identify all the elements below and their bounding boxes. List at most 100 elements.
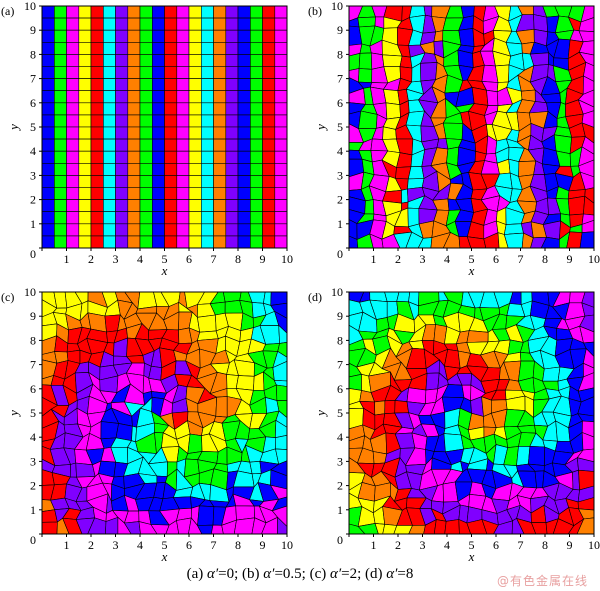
grain-cell <box>369 233 384 248</box>
x-tick-label: 6 <box>186 538 192 552</box>
grain-cell <box>42 102 55 116</box>
grain-cell <box>466 330 489 343</box>
grain-cell <box>78 66 92 79</box>
grain-cell <box>103 199 116 212</box>
grain-cell <box>581 292 594 308</box>
x-tick-label: 7 <box>211 252 217 266</box>
grain-cell <box>225 29 239 43</box>
grain-cell <box>176 78 190 91</box>
grain-cell <box>53 235 67 248</box>
grain-cell <box>66 235 80 248</box>
grain-cell <box>272 350 287 369</box>
grain-cell <box>176 175 190 188</box>
grain-cell <box>443 433 464 453</box>
grain-cell <box>225 41 239 55</box>
grain-cell <box>542 366 561 382</box>
grain-cell <box>250 41 263 55</box>
grain-cell <box>250 78 263 91</box>
caption-part: (a) <box>186 566 208 582</box>
grain-cell <box>533 14 549 33</box>
grain-cell <box>578 40 594 56</box>
grain-cell <box>187 433 203 454</box>
grain-cell <box>42 6 55 19</box>
grain-cell <box>53 41 67 55</box>
grain-cell <box>164 6 178 19</box>
grain-cell <box>127 163 141 176</box>
x-tick-label: 4 <box>137 538 143 552</box>
x-tick-label: 4 <box>444 252 450 266</box>
y-tick-label: 1 <box>337 503 343 517</box>
grain-cell <box>103 114 116 128</box>
grain-cell <box>213 150 227 164</box>
grain-cell <box>201 102 214 116</box>
grain-cell <box>581 110 594 128</box>
y-tick-label: 4 <box>30 144 36 158</box>
y-tick-label: 3 <box>337 168 343 182</box>
grain-cell <box>577 497 594 511</box>
grain-cell <box>127 17 141 31</box>
y-tick-label: 1 <box>337 217 343 231</box>
grain-cell <box>577 396 594 417</box>
grain-cell <box>90 6 104 19</box>
y-tick-label: 9 <box>30 309 36 323</box>
grain-cell <box>584 187 594 204</box>
grain-cell <box>90 114 104 128</box>
grain-cell <box>383 88 401 106</box>
grain-cell <box>164 17 178 31</box>
grain-cell <box>274 41 287 55</box>
grain-cell <box>188 235 202 248</box>
grain-cell <box>503 232 524 248</box>
x-tick-label: 2 <box>395 252 401 266</box>
grain-cell <box>262 78 276 91</box>
grain-cell <box>274 211 287 225</box>
grain-cell <box>262 17 276 31</box>
grain-cell <box>42 66 55 79</box>
grain-cell <box>277 516 287 534</box>
grain-cell <box>530 522 548 534</box>
grain-cell <box>139 187 153 200</box>
grain-cell <box>78 78 92 91</box>
grain-cell <box>577 89 594 108</box>
grain-cell <box>139 90 153 104</box>
grain-cell <box>152 199 165 212</box>
y-tick-label: 6 <box>337 96 343 110</box>
grain-cell <box>213 41 227 55</box>
grain-cell <box>152 163 165 176</box>
origin-label: 0 <box>30 247 36 261</box>
grain-cell <box>201 114 214 128</box>
grain-cell <box>90 78 104 91</box>
origin-label: 0 <box>30 533 36 547</box>
grain-cell <box>382 54 403 67</box>
grain-cell <box>164 102 178 116</box>
grain-cell <box>276 384 287 402</box>
grain-cell <box>262 199 276 212</box>
grain-cell <box>274 114 287 128</box>
grain-cell <box>148 365 163 381</box>
grain-cell <box>115 138 129 152</box>
grain-cell <box>276 400 287 418</box>
grain-cell <box>188 6 202 19</box>
grain-cell <box>127 41 141 55</box>
grain-cell <box>188 90 202 104</box>
grain-cell <box>235 375 255 391</box>
grain-cell <box>176 126 190 140</box>
grain-cell <box>372 451 388 464</box>
grain-cell <box>53 114 67 128</box>
grain-cell <box>164 138 178 152</box>
grain-cell <box>139 114 153 128</box>
grain-cell <box>139 6 153 19</box>
grain-cell <box>540 236 560 248</box>
grain-cell <box>358 68 373 83</box>
grain-cell <box>274 6 287 19</box>
grain-cell <box>78 41 92 55</box>
x-tick-label: 3 <box>420 252 426 266</box>
grain-cell <box>349 523 366 534</box>
grain-cell <box>201 138 214 152</box>
grain-cell <box>115 126 129 140</box>
grain-cell <box>42 187 55 200</box>
grain-cell <box>406 387 427 405</box>
grain-cell <box>164 235 178 248</box>
grain-cell <box>442 232 461 248</box>
y-tick-label: 9 <box>337 23 343 37</box>
figure-caption: (a) α′=0; (b) α′=0.5; (c) α′=2; (d) α′=8 <box>0 566 600 583</box>
